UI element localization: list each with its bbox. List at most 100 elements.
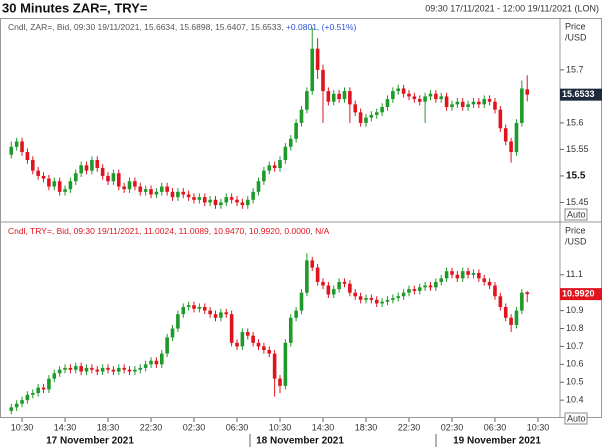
candle-body	[149, 189, 153, 195]
candle-body	[439, 96, 444, 100]
candle-body	[466, 104, 470, 108]
header-text: Cndl, TRY=, Bid, 09:30 19/11/2021, 11.00…	[8, 226, 330, 236]
header-text: Cndl, ZAR=, Bid, 09:30 19/11/2021, 15.66…	[8, 22, 286, 32]
candle-body	[57, 181, 62, 192]
candle-body	[25, 152, 30, 161]
candle-body	[380, 301, 384, 304]
x-tick-label: 22:30	[398, 422, 421, 432]
candle-body	[262, 346, 266, 351]
candle-body	[503, 128, 508, 142]
candle-body	[321, 69, 325, 92]
y-tick-label: 11.1	[566, 269, 583, 279]
candle-body	[455, 274, 460, 279]
candle-body	[401, 292, 406, 297]
candle-body	[111, 369, 116, 372]
candle-body	[229, 314, 234, 343]
candle-body	[159, 353, 164, 365]
candle-body	[401, 88, 406, 94]
candle-body	[133, 369, 137, 372]
candle-body	[95, 160, 100, 168]
candle-body	[444, 271, 449, 279]
axis-label: Price	[565, 21, 586, 31]
candle-body	[482, 278, 487, 282]
candle-body	[159, 186, 164, 192]
candle-body	[509, 141, 513, 153]
candle-body	[396, 296, 401, 299]
date-range: 09:30 17/11/2021 - 12:00 19/11/2021 (LON…	[425, 3, 599, 13]
candle-body	[520, 292, 524, 311]
candle-body	[514, 310, 519, 325]
candle-body	[310, 48, 315, 92]
candle-body	[208, 199, 212, 203]
candle-body	[240, 202, 245, 206]
candle-body	[36, 170, 40, 176]
panel-header: Cndl, ZAR=, Bid, 09:30 19/11/2021, 15.66…	[8, 22, 357, 32]
date-label: 19 November 2021	[453, 436, 541, 447]
candle-body	[444, 96, 449, 108]
candle-body	[63, 367, 67, 370]
candle-body	[267, 350, 272, 354]
candle-body	[73, 366, 78, 370]
candle-body	[434, 281, 438, 288]
candle-body	[90, 367, 94, 370]
candle-body	[374, 112, 379, 115]
candle-body	[122, 186, 126, 190]
candle-body	[272, 165, 277, 168]
candle-body	[342, 281, 347, 284]
candle-body	[310, 260, 315, 268]
y-tick-label: 10.8	[566, 323, 584, 333]
candle-body	[9, 407, 14, 411]
candle-body	[283, 146, 288, 161]
candle-body	[165, 337, 169, 354]
candle-body	[369, 114, 374, 118]
y-tick-label: 10.5	[566, 377, 584, 387]
candle-body	[100, 167, 105, 176]
candle-body	[407, 93, 411, 97]
candle-body	[176, 191, 180, 198]
candle-body	[52, 373, 57, 379]
header-change: +0.0801, (+0.51%)	[286, 22, 357, 32]
candle-body	[450, 104, 454, 108]
candle-body	[84, 367, 89, 372]
candle-body	[235, 199, 239, 203]
candle-body	[342, 91, 347, 100]
candle-body	[417, 99, 422, 102]
candle-body	[283, 342, 288, 386]
candle-body	[165, 186, 169, 192]
y-tick-label: 10.6	[566, 359, 584, 369]
candle-body	[181, 307, 186, 315]
candle-body	[428, 93, 433, 97]
candle-body	[353, 104, 358, 113]
candle-body	[192, 197, 196, 200]
candle-body	[100, 367, 105, 372]
candle-body	[47, 378, 51, 390]
candle-body	[423, 285, 427, 288]
candle-body	[407, 289, 411, 293]
x-tick-label: 10:30	[527, 422, 550, 432]
candle-body	[364, 298, 368, 300]
candle-body	[288, 138, 293, 147]
candle-body	[133, 181, 137, 187]
candle-body	[251, 191, 255, 200]
candle-body	[520, 88, 524, 123]
candle-body	[315, 267, 320, 282]
candle-body	[36, 387, 40, 393]
candle-body	[267, 165, 272, 171]
candle-body	[224, 312, 229, 315]
candle-body	[380, 107, 384, 113]
axis-label: /USD	[565, 236, 587, 246]
x-tick-label: 06:30	[484, 422, 507, 432]
candle-body	[95, 369, 100, 372]
candle-body	[170, 191, 175, 198]
y-tick-label: 15.6	[566, 117, 584, 127]
candle-body	[337, 281, 341, 290]
y-tick-label: 10.7	[566, 341, 584, 351]
candle-body	[192, 305, 196, 309]
candle-body	[41, 387, 46, 390]
x-tick-label: 14:30	[312, 422, 335, 432]
candle-body	[111, 173, 116, 182]
candle-body	[299, 292, 304, 311]
candle-body	[14, 403, 19, 408]
